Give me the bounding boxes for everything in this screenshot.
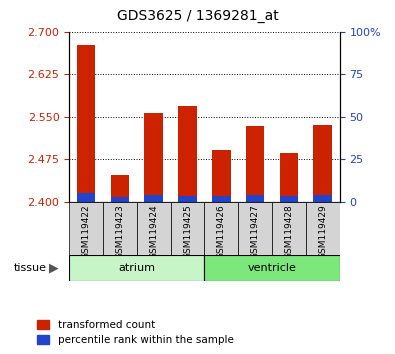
Bar <box>306 202 340 255</box>
Text: GSM119423: GSM119423 <box>115 205 124 259</box>
Text: GSM119425: GSM119425 <box>183 205 192 259</box>
Bar <box>178 196 197 202</box>
Bar <box>145 113 163 202</box>
Text: GSM119428: GSM119428 <box>284 205 293 259</box>
Text: GSM119424: GSM119424 <box>149 205 158 259</box>
Bar <box>280 153 298 202</box>
Bar <box>178 106 197 202</box>
Bar <box>314 195 332 202</box>
Text: GSM119429: GSM119429 <box>318 205 327 259</box>
Bar <box>280 196 298 202</box>
Text: tissue: tissue <box>14 263 47 273</box>
Legend: transformed count, percentile rank within the sample: transformed count, percentile rank withi… <box>37 320 233 345</box>
Text: ventricle: ventricle <box>248 263 297 273</box>
Text: ▶: ▶ <box>49 262 59 275</box>
Bar <box>246 195 264 202</box>
Bar <box>205 255 340 281</box>
Bar <box>111 175 129 202</box>
Bar <box>103 202 137 255</box>
Bar <box>145 195 163 202</box>
Bar <box>77 193 95 202</box>
Bar <box>238 202 272 255</box>
Bar <box>212 150 231 202</box>
Text: GSM119422: GSM119422 <box>81 205 90 259</box>
Text: GDS3625 / 1369281_at: GDS3625 / 1369281_at <box>117 9 278 23</box>
Text: GSM119426: GSM119426 <box>217 205 226 259</box>
Bar <box>69 255 205 281</box>
Bar <box>137 202 171 255</box>
Bar <box>69 202 103 255</box>
Bar <box>212 196 231 202</box>
Text: atrium: atrium <box>118 263 155 273</box>
Bar <box>314 125 332 202</box>
Bar <box>171 202 205 255</box>
Bar <box>272 202 306 255</box>
Bar <box>77 45 95 202</box>
Bar <box>246 126 264 202</box>
Text: GSM119427: GSM119427 <box>251 205 260 259</box>
Bar <box>205 202 238 255</box>
Bar <box>111 197 129 202</box>
